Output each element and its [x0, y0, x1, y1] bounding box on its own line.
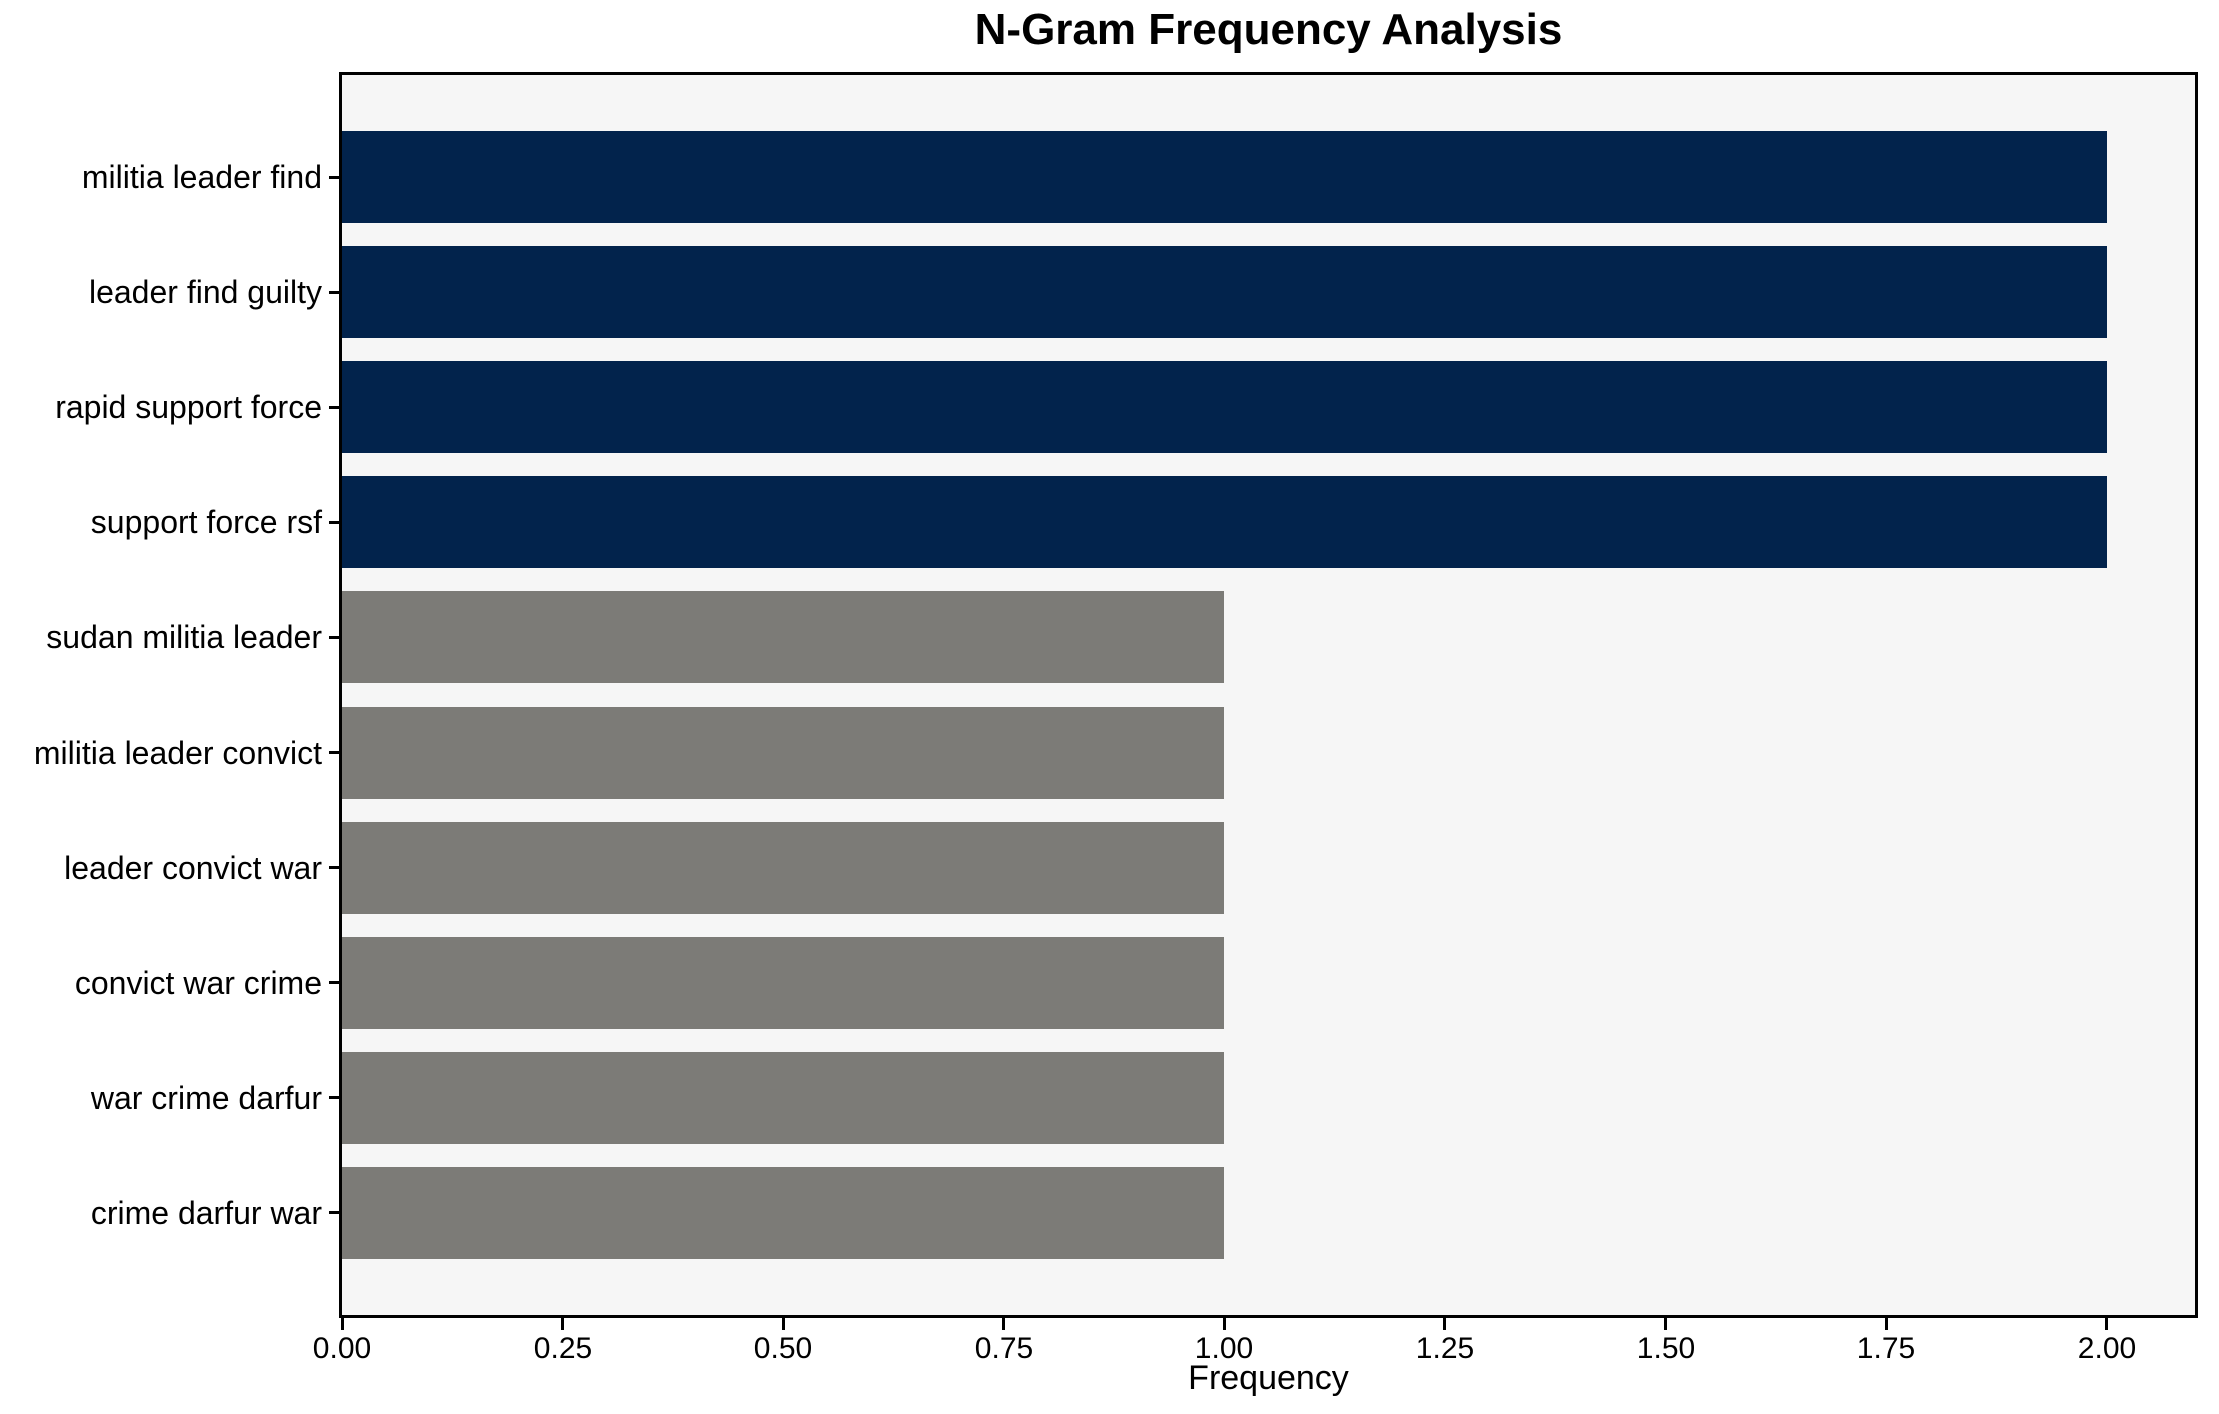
- bar-rapid-support-force: [342, 361, 2107, 453]
- y-axis-label: convict war crime: [74, 965, 322, 1001]
- y-axis-label: leader find guilty: [88, 274, 322, 310]
- y-tick-mark: [329, 866, 339, 869]
- y-axis-label: crime darfur war: [90, 1195, 322, 1231]
- y-tick-mark: [329, 1211, 339, 1214]
- y-axis-label: support force rsf: [90, 504, 322, 540]
- x-tick-mark: [1443, 1318, 1446, 1330]
- bar-militia-leader-find: [342, 131, 2107, 223]
- x-axis-tick-label: 1.50: [1636, 1332, 1696, 1365]
- x-tick-mark: [2105, 1318, 2108, 1330]
- x-axis-tick-label: 0.00: [312, 1332, 372, 1365]
- bar-militia-leader-convict: [342, 707, 1224, 799]
- y-axis-label: leader convict war: [64, 850, 322, 886]
- y-axis-label: militia leader convict: [33, 735, 322, 771]
- x-axis-tick-label: 0.50: [753, 1332, 813, 1365]
- bar-support-force-rsf: [342, 476, 2107, 568]
- x-tick-mark: [1664, 1318, 1667, 1330]
- y-tick-mark: [329, 521, 339, 524]
- bar-leader-find-guilty: [342, 246, 2107, 338]
- x-tick-mark: [561, 1318, 564, 1330]
- x-tick-mark: [1885, 1318, 1888, 1330]
- bar-convict-war-crime: [342, 937, 1224, 1029]
- y-tick-mark: [329, 751, 339, 754]
- y-axis-label: sudan militia leader: [46, 619, 322, 655]
- x-axis-tick-label: 1.00: [1194, 1332, 1254, 1365]
- x-axis-tick-label: 1.75: [1856, 1332, 1916, 1365]
- y-tick-mark: [329, 291, 339, 294]
- y-tick-mark: [329, 981, 339, 984]
- x-tick-mark: [1002, 1318, 1005, 1330]
- chart-title: N-Gram Frequency Analysis: [974, 5, 1563, 54]
- y-tick-mark: [329, 636, 339, 639]
- x-axis-title: Frequency: [1188, 1359, 1349, 1397]
- bar-crime-darfur-war: [342, 1167, 1224, 1259]
- x-axis-tick-label: 1.25: [1415, 1332, 1475, 1365]
- y-tick-mark: [329, 406, 339, 409]
- x-axis-tick-label: 2.00: [2077, 1332, 2137, 1365]
- y-axis-label: rapid support force: [55, 389, 322, 425]
- bar-war-crime-darfur: [342, 1052, 1224, 1144]
- x-axis-tick-label: 0.75: [974, 1332, 1034, 1365]
- y-axis-label: war crime darfur: [90, 1080, 322, 1116]
- bar-leader-convict-war: [342, 822, 1224, 914]
- plot-area: [339, 72, 2198, 1318]
- y-axis-label: militia leader find: [81, 159, 322, 195]
- y-tick-mark: [329, 176, 339, 179]
- x-tick-mark: [341, 1318, 344, 1330]
- y-tick-mark: [329, 1096, 339, 1099]
- x-tick-mark: [1223, 1318, 1226, 1330]
- x-axis-tick-label: 0.25: [533, 1332, 593, 1365]
- x-tick-mark: [782, 1318, 785, 1330]
- bar-sudan-militia-leader: [342, 591, 1224, 683]
